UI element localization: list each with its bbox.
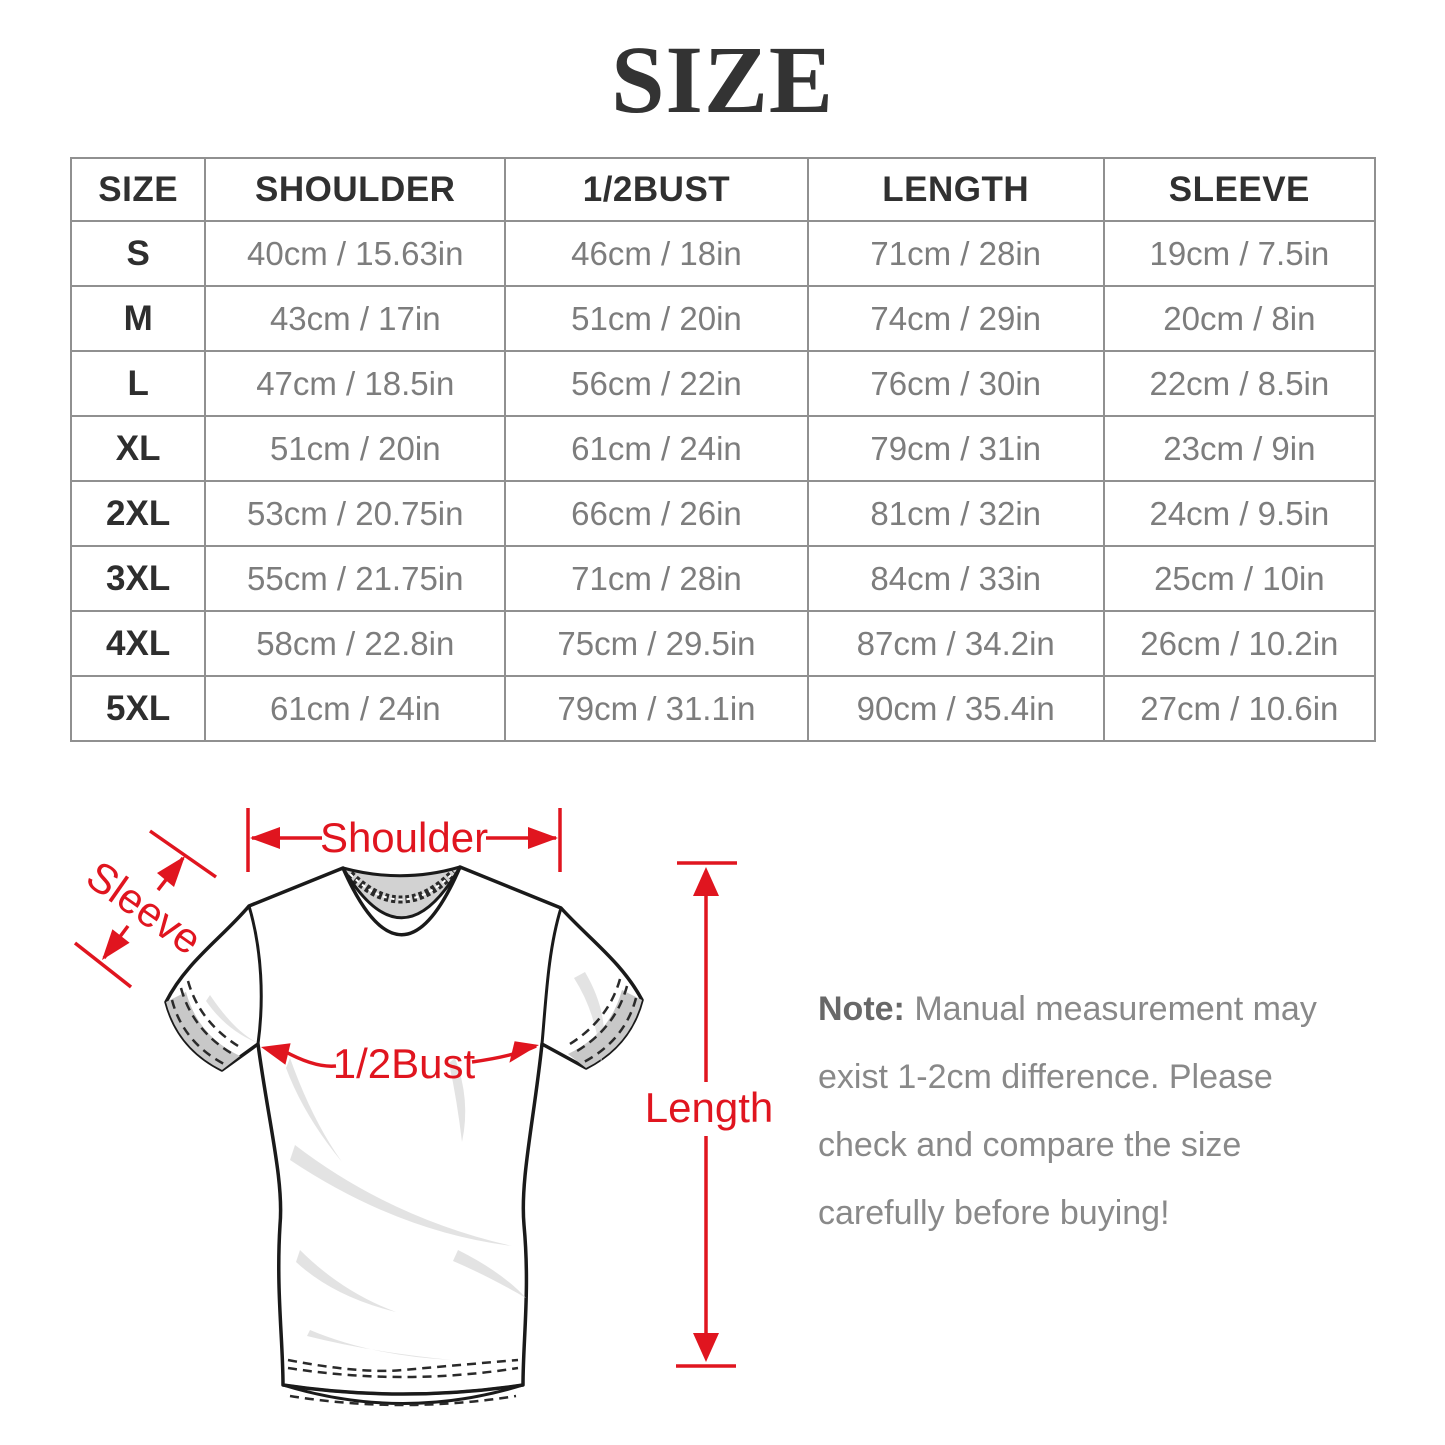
- table-row: XL 51cm / 20in 61cm / 24in 79cm / 31in 2…: [69, 415, 1377, 482]
- tshirt-measurement-diagram: Shoulder Sleeve 1/2Bust Length: [73, 808, 773, 1407]
- cell-sleeve: 25cm / 10in: [1102, 545, 1377, 612]
- cell-shoulder: 43cm / 17in: [204, 285, 507, 352]
- measurement-note: Note: Manual measurement may exist 1-2cm…: [818, 975, 1345, 1247]
- cell-sleeve: 26cm / 10.2in: [1102, 610, 1377, 677]
- sleeve-seams: [247, 904, 563, 1046]
- note-prefix: Note:: [818, 990, 905, 1028]
- header-bust: 1/2BUST: [504, 157, 809, 222]
- cell-size: 4XL: [69, 610, 207, 677]
- cell-sleeve: 22cm / 8.5in: [1102, 350, 1377, 417]
- cell-bust: 79cm / 31.1in: [504, 675, 809, 742]
- table-row: M 43cm / 17in 51cm / 20in 74cm / 29in 20…: [69, 285, 1377, 352]
- table-row: 5XL 61cm / 24in 79cm / 31.1in 90cm / 35.…: [69, 675, 1377, 742]
- cell-length: 87cm / 34.2in: [806, 610, 1105, 677]
- tshirt-body-outline: [164, 865, 644, 1396]
- cell-size: 5XL: [69, 675, 207, 742]
- cell-length: 71cm / 28in: [806, 220, 1105, 287]
- cell-shoulder: 51cm / 20in: [204, 415, 507, 482]
- cell-size: M: [69, 285, 207, 352]
- collar: [341, 865, 462, 920]
- up-arrowhead: [157, 856, 185, 887]
- left-cuff: [166, 980, 244, 1070]
- size-table: SIZE SHOULDER 1/2BUST LENGTH SLEEVE S 40…: [69, 157, 1377, 742]
- right-arrowhead: [528, 827, 558, 849]
- cell-sleeve: 23cm / 9in: [1102, 415, 1377, 482]
- cell-length: 90cm / 35.4in: [806, 675, 1105, 742]
- cell-size: 3XL: [69, 545, 207, 612]
- up-arrowhead: [693, 867, 719, 896]
- left-arrowhead: [250, 827, 280, 849]
- table-row: 3XL 55cm / 21.75in 71cm / 28in 84cm / 33…: [69, 545, 1377, 612]
- table-row: 4XL 58cm / 22.8in 75cm / 29.5in 87cm / 3…: [69, 610, 1377, 677]
- shoulder-annotation: Shoulder: [246, 808, 562, 872]
- down-arrowhead: [693, 1333, 719, 1362]
- cell-length: 84cm / 33in: [806, 545, 1105, 612]
- left-arrowhead: [261, 1043, 291, 1065]
- cell-length: 74cm / 29in: [806, 285, 1105, 352]
- cell-bust: 66cm / 26in: [504, 480, 809, 547]
- cell-size: S: [69, 220, 207, 287]
- cell-shoulder: 61cm / 24in: [204, 675, 507, 742]
- down-arrowhead: [102, 929, 130, 960]
- header-sleeve: SLEEVE: [1102, 157, 1377, 222]
- right-cuff: [564, 978, 642, 1068]
- bust-label: 1/2Bust: [333, 1040, 476, 1087]
- cell-shoulder: 53cm / 20.75in: [204, 480, 507, 547]
- cell-size: 2XL: [69, 480, 207, 547]
- cell-length: 79cm / 31in: [806, 415, 1105, 482]
- cell-sleeve: 27cm / 10.6in: [1102, 675, 1377, 742]
- measure-tick: [148, 829, 218, 879]
- table-row: 2XL 53cm / 20.75in 66cm / 26in 81cm / 32…: [69, 480, 1377, 547]
- cell-bust: 71cm / 28in: [504, 545, 809, 612]
- cell-bust: 61cm / 24in: [504, 415, 809, 482]
- table-row: L 47cm / 18.5in 56cm / 22in 76cm / 30in …: [69, 350, 1377, 417]
- cell-size: XL: [69, 415, 207, 482]
- cell-bust: 51cm / 20in: [504, 285, 809, 352]
- hem: [281, 1358, 525, 1407]
- right-arrowhead: [509, 1041, 539, 1063]
- header-size: SIZE: [69, 157, 207, 222]
- shoulder-label: Shoulder: [320, 814, 488, 861]
- cell-bust: 75cm / 29.5in: [504, 610, 809, 677]
- cell-bust: 46cm / 18in: [504, 220, 809, 287]
- length-annotation: Length: [645, 861, 773, 1368]
- cell-length: 81cm / 32in: [806, 480, 1105, 547]
- sleeve-label: Sleeve: [78, 852, 210, 964]
- table-row: S 40cm / 15.63in 46cm / 18in 71cm / 28in…: [69, 220, 1377, 287]
- cell-shoulder: 47cm / 18.5in: [204, 350, 507, 417]
- note-text: Manual measurement may exist 1-2cm diffe…: [818, 990, 1317, 1232]
- cell-bust: 56cm / 22in: [504, 350, 809, 417]
- cell-size: L: [69, 350, 207, 417]
- size-table-header-row: SIZE SHOULDER 1/2BUST LENGTH SLEEVE: [69, 157, 1377, 222]
- cell-shoulder: 58cm / 22.8in: [204, 610, 507, 677]
- cell-sleeve: 20cm / 8in: [1102, 285, 1377, 352]
- cell-shoulder: 40cm / 15.63in: [204, 220, 507, 287]
- page-title: SIZE: [611, 26, 834, 133]
- bust-annotation: 1/2Bust: [261, 1040, 539, 1087]
- cell-length: 76cm / 30in: [806, 350, 1105, 417]
- length-label: Length: [645, 1084, 773, 1131]
- tshirt-illustration: [164, 865, 644, 1407]
- cell-sleeve: 24cm / 9.5in: [1102, 480, 1377, 547]
- cell-shoulder: 55cm / 21.75in: [204, 545, 507, 612]
- wrinkle-shading: [206, 972, 605, 1360]
- header-length: LENGTH: [806, 157, 1105, 222]
- measure-tick: [73, 941, 133, 989]
- cell-sleeve: 19cm / 7.5in: [1102, 220, 1377, 287]
- header-shoulder: SHOULDER: [204, 157, 507, 222]
